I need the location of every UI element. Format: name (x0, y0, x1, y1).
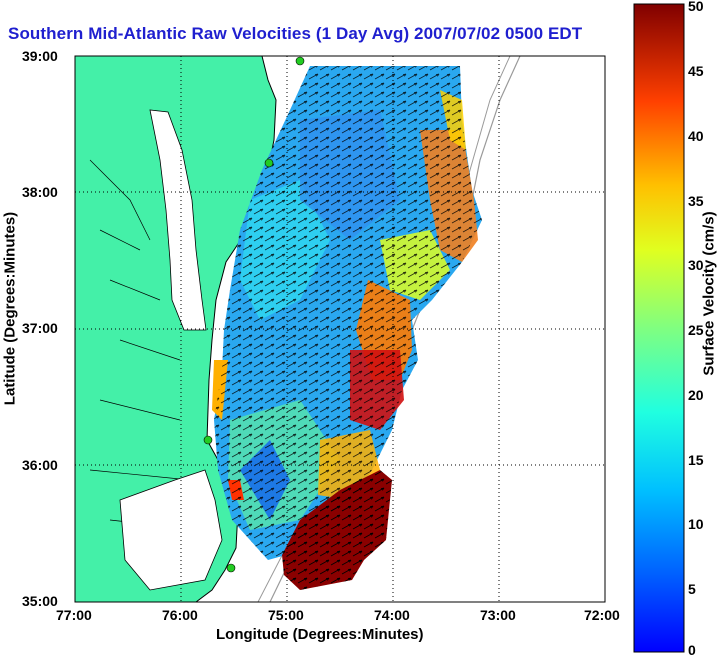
colorbar-tick: 0 (688, 642, 696, 658)
colorbar (633, 3, 685, 653)
colorbar-tick: 45 (688, 63, 704, 79)
y-tick-label: 38:00 (22, 184, 58, 200)
colorbar-tick: 30 (688, 257, 704, 273)
x-tick-label: 72:00 (584, 607, 620, 623)
grid (75, 56, 605, 602)
x-tick-label: 77:00 (56, 607, 92, 623)
colorbar-tick: 20 (688, 387, 704, 403)
chesapeake-bay (149, 109, 207, 331)
y-tick-label: 36:00 (22, 457, 58, 473)
hf-radar-station-marker (226, 563, 236, 573)
y-tick-label: 39:00 (22, 48, 58, 64)
colorbar-tick: 10 (688, 516, 704, 532)
colorbar-tick: 5 (688, 581, 696, 597)
hf-radar-station-marker (264, 158, 274, 168)
colorbar-tick: 35 (688, 193, 704, 209)
map-title: Southern Mid-Atlantic Raw Velocities (1 … (8, 24, 583, 43)
velocity-field (212, 66, 482, 590)
colorbar-tick: 40 (688, 128, 704, 144)
plot-frame (74, 55, 606, 603)
x-tick-label: 74:00 (374, 607, 410, 623)
x-axis-label: Longitude (Degrees:Minutes) (216, 626, 424, 643)
pamlico-sound (119, 469, 223, 591)
colorbar-tick: 50 (688, 0, 704, 14)
x-tick-label: 73:00 (480, 607, 516, 623)
colorbar-tick: 25 (688, 322, 704, 338)
hf-radar-station-marker (295, 56, 305, 66)
x-tick-label: 76:00 (162, 607, 198, 623)
y-axis-label: Latitude (Degrees:Minutes) (1, 211, 19, 406)
colorbar-label: Surface Velocity (cm/s) (700, 211, 718, 376)
colorbar-tick: 15 (688, 452, 704, 468)
y-tick-label: 35:00 (22, 593, 58, 609)
hf-radar-station-marker (203, 435, 213, 445)
x-tick-label: 75:00 (268, 607, 304, 623)
y-tick-label: 37:00 (22, 320, 58, 336)
